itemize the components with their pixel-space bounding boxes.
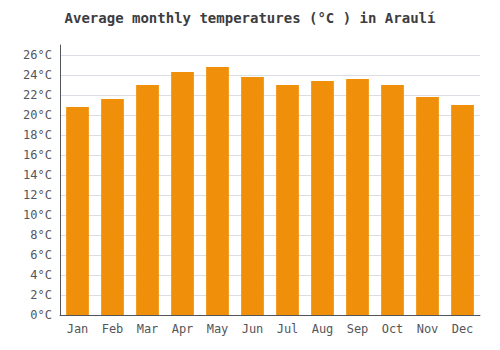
svg-text:24°C: 24°C: [23, 68, 52, 82]
svg-text:12°C: 12°C: [23, 188, 52, 202]
svg-text:Aug: Aug: [312, 322, 334, 336]
svg-text:0°C: 0°C: [30, 308, 52, 322]
svg-text:Feb: Feb: [102, 322, 124, 336]
svg-text:26°C: 26°C: [23, 48, 52, 62]
svg-text:10°C: 10°C: [23, 208, 52, 222]
svg-text:22°C: 22°C: [23, 88, 52, 102]
svg-text:8°C: 8°C: [30, 228, 52, 242]
svg-text:Nov: Nov: [417, 322, 439, 336]
svg-text:Sep: Sep: [347, 322, 369, 336]
svg-text:14°C: 14°C: [23, 168, 52, 182]
svg-text:Jul: Jul: [277, 322, 299, 336]
svg-text:18°C: 18°C: [23, 128, 52, 142]
svg-text:Apr: Apr: [172, 322, 194, 336]
svg-text:May: May: [207, 322, 229, 336]
svg-text:Oct: Oct: [382, 322, 404, 336]
svg-text:Average monthly temperatures (: Average monthly temperatures (°C ) in Ar…: [65, 10, 436, 26]
svg-text:2°C: 2°C: [30, 288, 52, 302]
svg-text:4°C: 4°C: [30, 268, 52, 282]
svg-text:Dec: Dec: [452, 322, 474, 336]
svg-text:Jan: Jan: [67, 322, 89, 336]
svg-text:16°C: 16°C: [23, 148, 52, 162]
svg-text:Mar: Mar: [137, 322, 159, 336]
svg-text:20°C: 20°C: [23, 108, 52, 122]
svg-text:6°C: 6°C: [30, 248, 52, 262]
svg-text:Jun: Jun: [242, 322, 264, 336]
